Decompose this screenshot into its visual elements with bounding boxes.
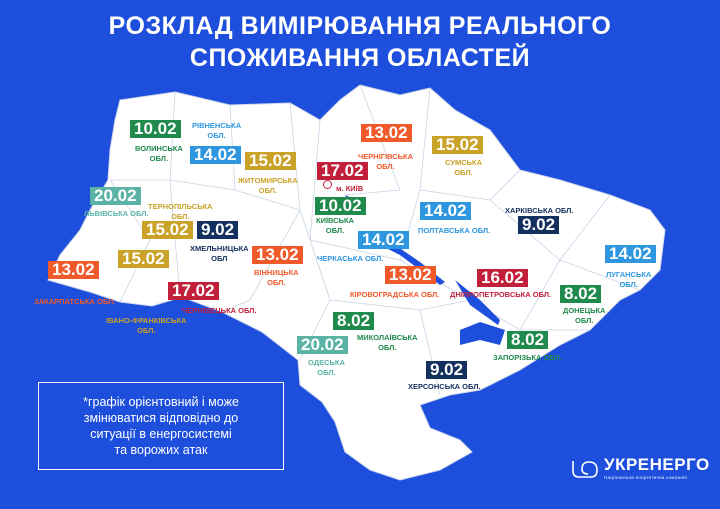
note-line-1: *графік орієнтовний і може xyxy=(83,395,239,409)
date-badge-kirovohradska: 13.02 xyxy=(385,266,436,284)
note-line-4: та ворожих атак xyxy=(114,443,208,457)
region-label-vinnytska: ВІННИЦЬКА ОБЛ. xyxy=(254,268,299,287)
date-badge-volynska: 10.02 xyxy=(130,120,181,138)
date-badge-ivano-frankivska: 15.02 xyxy=(118,250,169,268)
date-badge-kyivska: 10.02 xyxy=(315,197,366,215)
ukrenergo-logo-icon xyxy=(572,460,598,478)
date-badge-ternopilska: 15.02 xyxy=(142,221,193,239)
region-label-kyivska: КИЇВСЬКА ОБЛ. xyxy=(316,216,354,235)
region-label-chernihivska: ЧЕРНІГІВСЬКА ОБЛ. xyxy=(358,152,414,171)
region-label-chernivetska: ЧЕРНІВЕЦЬКА ОБЛ. xyxy=(182,306,257,315)
logo-name: УКРЕНЕРГО xyxy=(604,455,710,474)
region-label-khersonska: ХЕРСОНСЬКА ОБЛ. xyxy=(408,382,481,391)
date-badge-luhanska: 14.02 xyxy=(605,245,656,263)
date-badge-zhytomyrska: 15.02 xyxy=(245,152,296,170)
ukraine-outline xyxy=(47,84,666,481)
date-badge-lvivska: 20.02 xyxy=(90,187,141,205)
note-line-3: ситуації в енергосистемі xyxy=(90,427,232,441)
region-label-volynska: ВОЛИНСЬКА ОБЛ. xyxy=(135,144,183,163)
date-badge-kyiv-city: 17.02 xyxy=(317,162,368,180)
date-badge-odeska: 20.02 xyxy=(297,336,348,354)
ukrenergo-logo: УКРЕНЕРГО Національна енергетична компан… xyxy=(570,455,710,480)
region-label-odeska: ОДЕСЬКА ОБЛ. xyxy=(308,358,345,377)
region-label-donetska: ДОНЕЦЬКА ОБЛ. xyxy=(563,306,606,325)
disclaimer-note: *графік орієнтовний і може змінюватися в… xyxy=(38,382,284,470)
region-label-cherkaska: ЧЕРКАСЬКА ОБЛ. xyxy=(317,254,384,263)
region-label-lvivska: ЛЬВІВСЬКА ОБЛ. xyxy=(84,209,149,218)
date-badge-zaporizka: 8.02 xyxy=(507,331,549,349)
date-badge-kharkivska: 9.02 xyxy=(518,216,560,234)
kyiv-city-marker-icon xyxy=(323,180,332,189)
title-line-1: РОЗКЛАД ВИМІРЮВАННЯ РЕАЛЬНОГО xyxy=(108,12,612,40)
region-label-kirovohradska: КІРОВОГРАДСЬКА ОБЛ. xyxy=(350,290,440,299)
note-line-2: змінюватися відповідно до xyxy=(83,411,239,425)
region-label-mykolaivska: МИКОЛАЇВСЬКА ОБЛ. xyxy=(357,333,418,352)
region-label-ternopilska: ТЕРНОПІЛЬСЬКА ОБЛ. xyxy=(148,202,213,221)
region-label-zhytomyrska: ЖИТОМИРСЬКА ОБЛ. xyxy=(238,176,298,195)
date-badge-poltavska: 14.02 xyxy=(420,202,471,220)
date-badge-cherkaska: 14.02 xyxy=(358,231,409,249)
region-label-poltavska: ПОЛТАВСЬКА ОБЛ. xyxy=(418,226,491,235)
region-label-zaporizka: ЗАПОРІЗЬКА ОБЛ. xyxy=(493,353,562,362)
region-label-dnipropetrovska: ДНІПРОПЕТРОВСЬКА ОБЛ. xyxy=(450,290,552,299)
date-badge-mykolaivska: 8.02 xyxy=(333,312,375,330)
region-label-ivano-frankivska: ІВАНО-ФРАНКІВСЬКА ОБЛ. xyxy=(106,316,187,335)
region-label-kharkivska: ХАРКІВСЬКА ОБЛ. xyxy=(505,206,574,215)
region-label-kyiv-city: м. КИЇВ xyxy=(336,184,364,193)
region-label-sumska: СУМСЬКА ОБЛ. xyxy=(445,158,483,177)
date-badge-chernihivska: 13.02 xyxy=(361,124,412,142)
date-badge-rivnenska: 14.02 xyxy=(190,146,241,164)
region-label-luhanska: ЛУГАНСЬКА ОБЛ. xyxy=(606,270,652,289)
title-line-2: СПОЖИВАННЯ ОБЛАСТЕЙ xyxy=(189,44,531,72)
logo-subtitle: Національна енергетична компанія xyxy=(604,475,688,480)
date-badge-khersonska: 9.02 xyxy=(426,361,468,379)
date-badge-vinnytska: 13.02 xyxy=(252,246,303,264)
region-label-zakarpatska: ЗАКАРПАТСЬКА ОБЛ. xyxy=(34,297,116,306)
date-badge-donetska: 8.02 xyxy=(560,285,602,303)
region-label-khmelnytska: ХМЕЛЬНИЦЬКА ОБЛ xyxy=(190,244,249,263)
date-badge-dnipropetrovska: 16.02 xyxy=(477,269,528,287)
date-badge-khmelnytska: 9.02 xyxy=(197,221,239,239)
date-badge-zakarpatska: 13.02 xyxy=(48,261,99,279)
region-label-rivnenska: РІВНЕНСЬКА ОБЛ. xyxy=(192,121,242,140)
date-badge-chernivetska: 17.02 xyxy=(168,282,219,300)
date-badge-sumska: 15.02 xyxy=(432,136,483,154)
